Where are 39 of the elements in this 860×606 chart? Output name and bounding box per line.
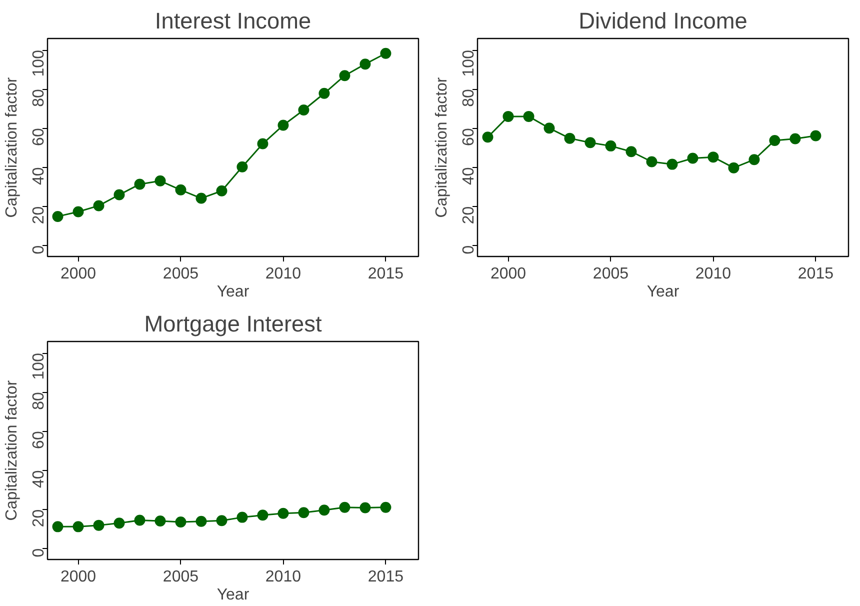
- y-tick-label: 100: [30, 352, 48, 380]
- y-axis-title: Capitalization factor: [434, 76, 450, 218]
- chart-title: Interest Income: [154, 8, 312, 34]
- y-tick-label: 0: [460, 245, 478, 254]
- x-tick-label: 2015: [368, 568, 404, 586]
- y-tick-label: 80: [30, 88, 48, 107]
- y-tick-label: 40: [460, 167, 478, 186]
- x-tick-label: 2015: [798, 266, 834, 282]
- x-tick-label: 2010: [265, 568, 302, 586]
- x-tick-label: 2005: [592, 266, 629, 282]
- x-tick-label: 2005: [162, 568, 199, 586]
- x-tick-label: 2010: [695, 266, 732, 282]
- y-tick-label: 100: [30, 50, 48, 77]
- y-axis-title: Capitalization factor: [4, 76, 20, 218]
- x-axis-title: Year: [646, 284, 680, 300]
- y-tick-label: 0: [30, 548, 48, 558]
- x-tick-label: 2000: [490, 266, 526, 282]
- y-tick-label: 100: [460, 50, 478, 77]
- y-tick-label: 20: [30, 509, 48, 528]
- x-tick-label: 2010: [265, 266, 302, 282]
- y-tick-label: 20: [460, 206, 478, 224]
- y-tick-label: 0: [30, 245, 48, 254]
- chart-title: Mortgage Interest: [144, 310, 322, 336]
- y-axis-title: Capitalization factor: [4, 380, 20, 521]
- x-tick-label: 2015: [368, 266, 404, 282]
- y-tick-label: 80: [30, 392, 48, 410]
- x-tick-label: 2005: [162, 266, 199, 282]
- chart-title: Dividend Income: [578, 8, 748, 34]
- y-tick-label: 80: [460, 88, 478, 107]
- x-axis-title: Year: [216, 284, 250, 300]
- y-tick-label: 40: [30, 470, 48, 488]
- y-tick-label: 40: [30, 167, 48, 186]
- y-tick-label: 60: [30, 431, 48, 449]
- y-tick-label: 20: [30, 206, 48, 224]
- x-axis-title: Year: [216, 586, 250, 604]
- x-tick-label: 2000: [60, 266, 96, 282]
- y-tick-label: 60: [460, 128, 478, 146]
- y-tick-label: 60: [30, 128, 48, 146]
- x-tick-label: 2000: [60, 568, 96, 586]
